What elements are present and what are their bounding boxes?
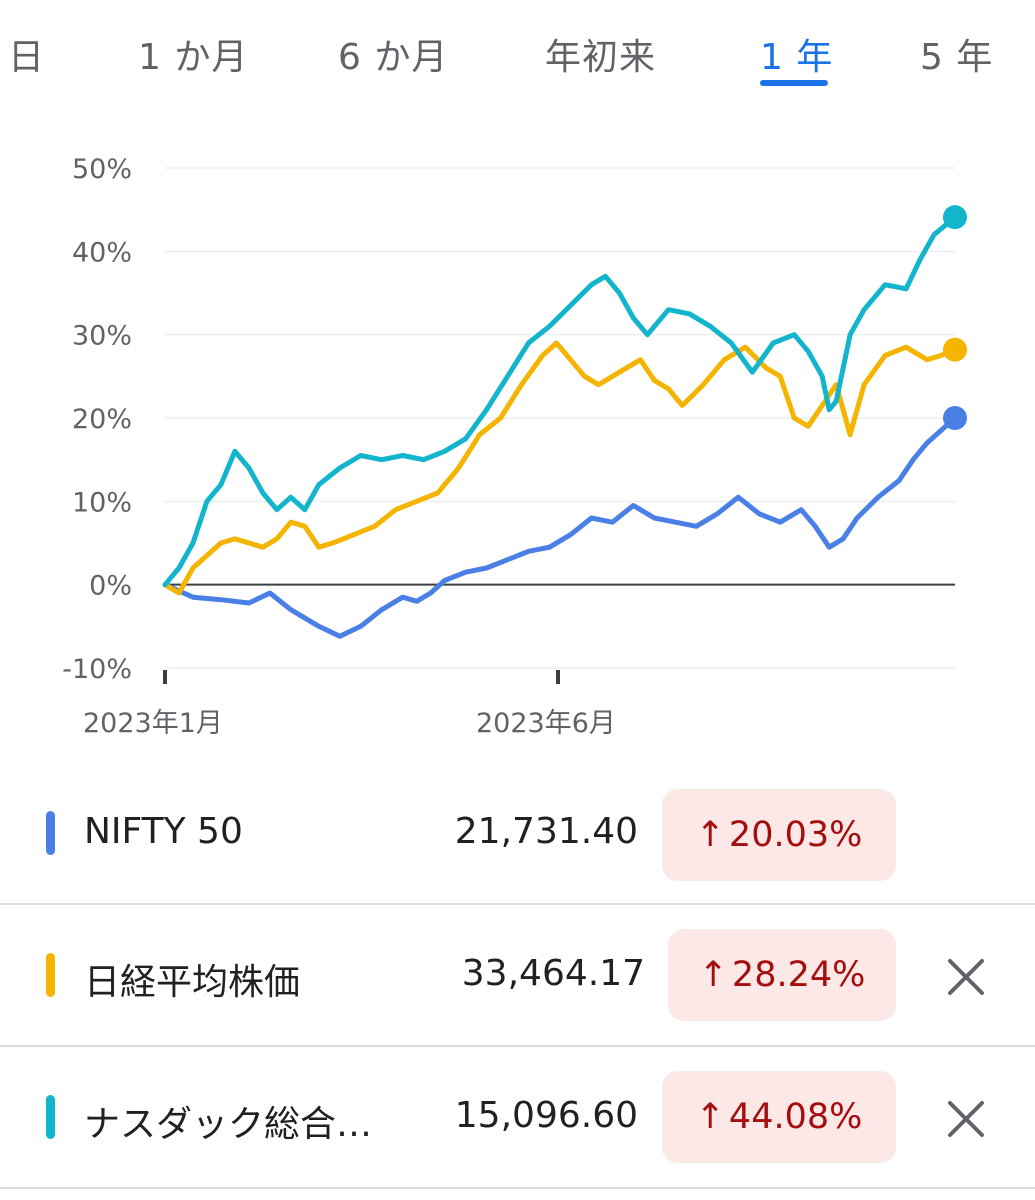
y-axis-labels: 50% 40% 30% 20% 10% 0% -10% [62,154,132,685]
index-name: 日経平均株価 [84,962,301,1003]
index-price: 15,096.60 [454,1095,638,1136]
change-percent: 20.03% [728,815,863,855]
tab-6-months[interactable]: 6 か月 [338,37,449,78]
change-percent: 44.08% [728,1097,863,1137]
series-endpoint-marker [943,406,967,430]
tab-5-years[interactable]: 5 年 [920,37,994,78]
close-icon[interactable] [940,951,992,1003]
index-row-nikkei[interactable]: 日経平均株価 33,464.17 ↑ 28.24% [0,905,1035,1047]
y-tick-label: 20% [72,404,132,435]
index-row-nifty[interactable]: NIFTY 50 21,731.40 ↑ 20.03% [0,763,1035,905]
index-name: ナスダック総合… [84,1104,373,1145]
series-line [162,340,958,596]
active-tab-indicator [760,80,828,86]
y-tick-label: 30% [72,321,132,352]
close-icon[interactable] [940,1093,992,1145]
change-badge: ↑ 20.03% [662,789,896,881]
index-price: 21,731.40 [454,811,638,852]
series-endpoint-marker [943,205,967,230]
change-badge: ↑ 44.08% [662,1071,896,1163]
arrow-up-icon: ↑ [698,955,728,995]
y-tick-label: -10% [62,654,132,685]
arrow-up-icon: ↑ [695,815,725,855]
x-axis-labels: 2023年1月 2023年6月 [83,670,616,739]
y-tick-label: 10% [72,487,132,518]
series-line [162,214,958,588]
change-percent: 28.24% [731,955,866,995]
series-line [162,415,958,639]
series-endpoint-marker [943,337,967,362]
change-badge: ↑ 28.24% [668,929,896,1021]
x-tick-label: 2023年1月 [83,708,223,739]
y-tick-label: 40% [72,237,132,268]
tab-1-month[interactable]: 1 か月 [138,37,249,78]
x-tick-label: 2023年6月 [476,708,616,739]
tab-1-year[interactable]: 1 年 [760,37,834,78]
tab-1-day[interactable]: 日 [8,37,46,78]
index-name: NIFTY 50 [84,811,243,852]
y-tick-label: 50% [72,154,132,185]
tab-ytd[interactable]: 年初来 [545,37,657,78]
index-row-nasdaq[interactable]: ナスダック総合… 15,096.60 ↑ 44.08% [0,1047,1035,1189]
y-tick-label: 0% [89,571,132,602]
chart-series [162,205,967,639]
index-price: 33,464.17 [461,953,645,994]
range-tabs: 日 1 か月 6 か月 年初来 1 年 5 年 [0,0,1035,110]
performance-chart[interactable]: 50% 40% 30% 20% 10% 0% -10% 2023年1月 2023年6月 [0,130,1035,750]
series-color-swatch [46,953,55,997]
chart-grid [165,167,955,669]
series-color-swatch [46,811,55,855]
arrow-up-icon: ↑ [695,1097,725,1137]
series-color-swatch [46,1095,55,1139]
